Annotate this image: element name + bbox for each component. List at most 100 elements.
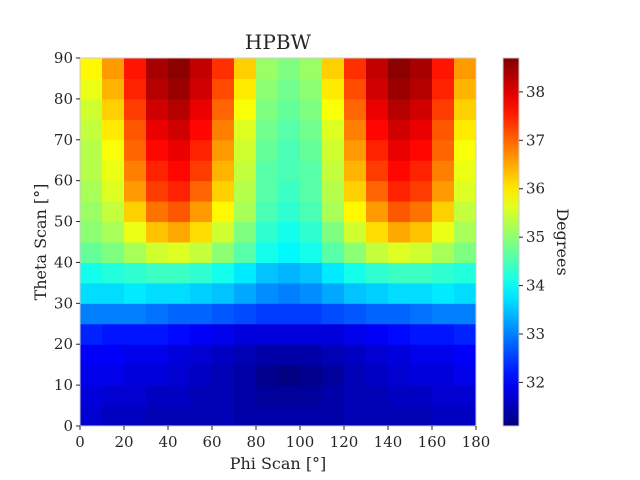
heatmap-cell	[168, 201, 191, 223]
heatmap-cell	[102, 282, 125, 304]
heatmap-cell	[124, 221, 147, 243]
heatmap-cell	[432, 303, 455, 325]
heatmap-cell	[80, 262, 103, 284]
heatmap-cell	[366, 221, 389, 243]
heatmap-cell	[146, 323, 169, 345]
x-tick-label: 80	[246, 433, 265, 451]
heatmap-cell	[454, 201, 477, 223]
heatmap-cell	[432, 160, 455, 182]
heatmap-cell	[366, 160, 389, 182]
heatmap-cell	[410, 242, 433, 263]
colorbar-tick-label: 36	[526, 180, 545, 198]
heatmap-cell	[190, 282, 213, 304]
heatmap-cell	[388, 323, 411, 345]
heatmap-cell	[322, 98, 345, 120]
heatmap-cell	[344, 405, 367, 427]
heatmap-cell	[300, 405, 323, 427]
colorbar-tick-label: 37	[526, 131, 545, 149]
heatmap-cell	[146, 78, 169, 100]
heatmap-cell	[344, 364, 367, 386]
heatmap-cell	[300, 221, 323, 243]
heatmap-cell	[168, 323, 191, 345]
y-tick-label: 40	[54, 253, 73, 271]
heatmap-cell	[366, 242, 389, 263]
heatmap-cell	[322, 119, 345, 141]
heatmap-cell	[256, 201, 279, 223]
heatmap-cell	[80, 242, 103, 263]
heatmap-cell	[278, 221, 301, 243]
heatmap-cell	[454, 282, 477, 304]
heatmap-cell	[366, 364, 389, 386]
heatmap-cell	[102, 303, 125, 325]
heatmap-cell	[146, 405, 169, 427]
heatmap-cell	[234, 303, 257, 325]
heatmap-cell	[432, 405, 455, 427]
x-tick-label: 180	[462, 433, 491, 451]
heatmap-cell	[432, 58, 455, 79]
heatmap-cell	[410, 385, 433, 407]
heatmap-cell	[410, 139, 433, 161]
heatmap-cell	[124, 282, 147, 304]
heatmap-cell	[212, 323, 235, 345]
heatmap-cell	[344, 221, 367, 243]
heatmap-cell	[366, 98, 389, 120]
heatmap-cell	[410, 344, 433, 366]
heatmap-cell	[344, 139, 367, 161]
heatmap-cell	[102, 180, 125, 202]
heatmap-cell	[124, 385, 147, 407]
heatmap-cell	[322, 242, 345, 263]
heatmap-cell	[256, 303, 279, 325]
heatmap-cell	[300, 262, 323, 284]
heatmap-cell	[300, 323, 323, 345]
heatmap-cell	[212, 303, 235, 325]
heatmap-cell	[454, 58, 477, 79]
heatmap-cell	[190, 344, 213, 366]
heatmap-cell	[124, 303, 147, 325]
heatmap-cell	[146, 242, 169, 263]
heatmap-cell	[256, 78, 279, 100]
heatmap-cell	[234, 323, 257, 345]
x-tick-label: 100	[286, 433, 315, 451]
y-axis-ticks: 0 10 20 30 40 50 60 70 80 90	[54, 49, 80, 435]
heatmap-cell	[278, 364, 301, 386]
heatmap-cell	[80, 58, 103, 79]
heatmap-cell	[80, 180, 103, 202]
heatmap-cell	[146, 180, 169, 202]
heatmap-cell	[388, 180, 411, 202]
x-tick-label: 140	[374, 433, 403, 451]
heatmap-cell	[256, 180, 279, 202]
heatmap-cell	[212, 282, 235, 304]
heatmap-cell	[344, 344, 367, 366]
heatmap-cell	[322, 221, 345, 243]
heatmap-cell	[432, 98, 455, 120]
heatmap-cell	[432, 364, 455, 386]
heatmap-cell	[212, 262, 235, 284]
heatmap-cell	[234, 98, 257, 120]
heatmap-cell	[256, 364, 279, 386]
heatmap-cell	[102, 385, 125, 407]
heatmap-cell	[278, 78, 301, 100]
heatmap-cell	[256, 405, 279, 427]
heatmap-cell	[388, 262, 411, 284]
heatmap-cell	[388, 98, 411, 120]
heatmap-cell	[146, 344, 169, 366]
heatmap-cell	[388, 221, 411, 243]
heatmap-cell	[124, 242, 147, 263]
heatmap-cell	[168, 139, 191, 161]
heatmap-cell	[388, 139, 411, 161]
heatmap-cell	[168, 242, 191, 263]
heatmap-cell	[80, 364, 103, 386]
heatmap-cell	[212, 242, 235, 263]
heatmap-cell	[190, 323, 213, 345]
heatmap-cell	[388, 344, 411, 366]
heatmap-cell	[124, 323, 147, 345]
heatmap-cell	[190, 242, 213, 263]
heatmap-cell	[124, 139, 147, 161]
heatmap-cell	[344, 78, 367, 100]
heatmap-cell	[278, 98, 301, 120]
heatmap-cell	[388, 119, 411, 141]
heatmap-cell	[344, 385, 367, 407]
heatmap-cell	[146, 221, 169, 243]
y-tick-label: 10	[54, 376, 73, 394]
heatmap-cell	[102, 262, 125, 284]
